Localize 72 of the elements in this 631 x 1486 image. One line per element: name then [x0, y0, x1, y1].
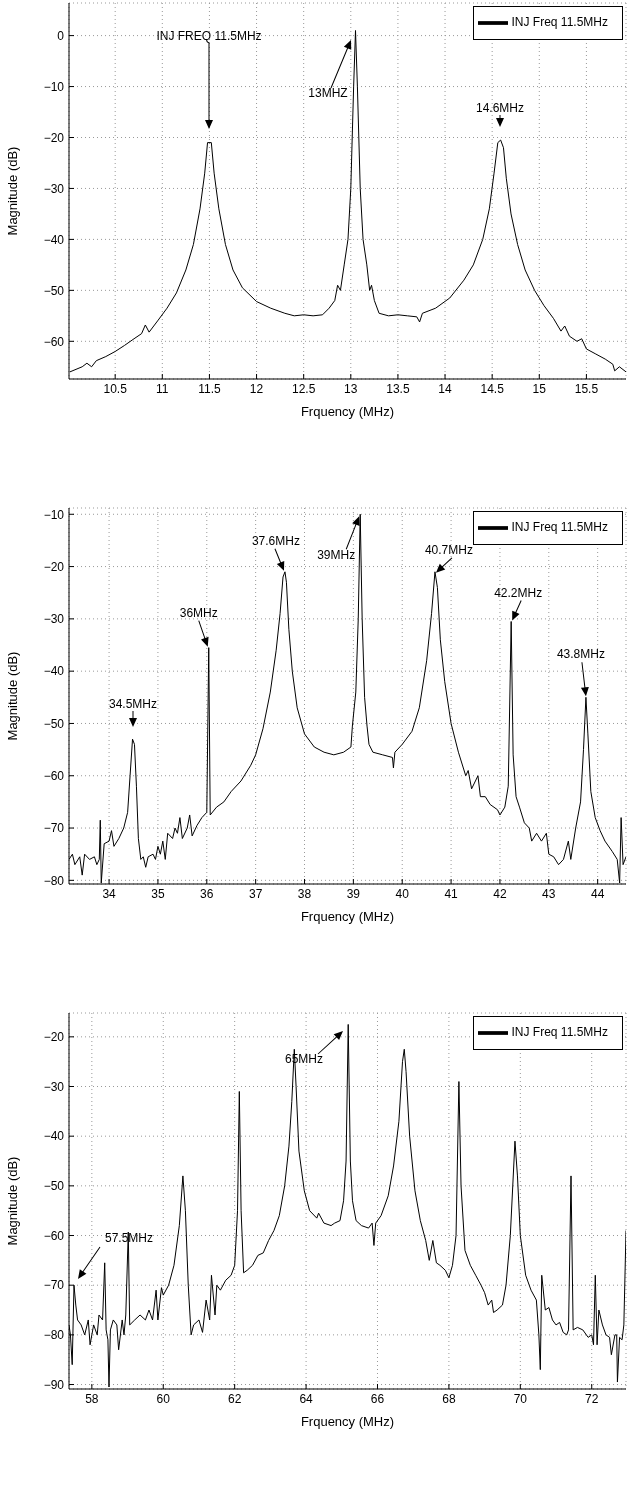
y-axis-title: Magnitude (dB) [4, 651, 20, 741]
legend-label: INJ Freq 11.5MHz [511, 1025, 608, 1040]
x-tick-label: 11.5 [198, 381, 221, 396]
legend-label: INJ Freq 11.5MHz [511, 15, 608, 30]
x-tick-label: 13 [344, 381, 358, 396]
y-tick-label: −80 [43, 873, 65, 888]
legend-label: INJ Freq 11.5MHz [511, 520, 608, 535]
x-axis-title: Frquency (MHz) [300, 404, 395, 420]
annotation: 43.8MHz [556, 647, 605, 662]
y-tick-label: −60 [43, 334, 65, 349]
y-tick-label: −10 [43, 507, 65, 522]
y-tick-label: −20 [43, 559, 65, 574]
x-tick-label: 11 [156, 381, 169, 396]
x-tick-label: 38 [297, 886, 312, 901]
x-tick-label: 40 [395, 886, 410, 901]
x-tick-label: 44 [590, 886, 605, 901]
x-tick-label: 13.5 [386, 381, 410, 396]
x-tick-label: 12.5 [292, 381, 316, 396]
x-tick-label: 62 [227, 1391, 242, 1406]
annotation: INJ FREQ 11.5MHz [156, 29, 262, 44]
y-tick-label: −50 [43, 1179, 65, 1194]
x-axis-title: Frquency (MHz) [300, 909, 395, 925]
y-tick-label: 0 [57, 28, 65, 43]
x-tick-label: 72 [585, 1391, 599, 1406]
x-tick-label: 70 [513, 1391, 528, 1406]
y-tick-label: −50 [43, 716, 65, 731]
x-axis-title: Frquency (MHz) [300, 1414, 395, 1430]
x-tick-label: 15 [532, 381, 547, 396]
annotation: 39MHz [317, 548, 356, 563]
x-tick-label: 41 [444, 886, 459, 901]
annotation: 34.5MHz [108, 697, 158, 712]
x-tick-label: 66 [370, 1391, 385, 1406]
annotation: 13MHZ [308, 86, 348, 101]
y-axis-title: Magnitude (dB) [4, 146, 20, 236]
y-tick-label: −40 [43, 1129, 65, 1144]
y-tick-label: −20 [43, 130, 65, 145]
x-tick-label: 39 [346, 886, 361, 901]
y-axis-title: Magnitude (dB) [4, 1156, 20, 1246]
x-tick-label: 42 [493, 886, 507, 901]
y-tick-label: −40 [43, 664, 65, 679]
y-tick-label: −80 [43, 1328, 65, 1343]
x-tick-label: 12 [249, 381, 264, 396]
x-tick-label: 34 [102, 886, 117, 901]
x-tick-label: 14 [438, 381, 453, 396]
x-tick-label: 15.5 [574, 381, 599, 396]
y-tick-label: −30 [43, 612, 65, 627]
y-tick-label: −10 [43, 79, 65, 94]
y-tick-label: −60 [43, 769, 65, 784]
x-tick-label: 64 [299, 1391, 314, 1406]
y-tick-label: −30 [43, 1079, 65, 1094]
y-tick-label: −40 [43, 232, 65, 247]
y-tick-label: −90 [43, 1377, 65, 1392]
x-tick-label: 14.5 [480, 381, 505, 396]
x-tick-label: 60 [156, 1391, 171, 1406]
x-tick-label: 10.5 [103, 381, 128, 396]
x-tick-label: 58 [85, 1391, 99, 1406]
x-tick-label: 68 [442, 1391, 456, 1406]
annotation: 36MHz [179, 605, 218, 620]
y-tick-label: −30 [43, 181, 65, 196]
y-tick-label: −50 [43, 283, 65, 298]
y-tick-label: −20 [43, 1030, 65, 1045]
annotation: 14.6MHz [475, 101, 525, 116]
annotation: 37.6MHz [251, 533, 300, 548]
x-tick-label: 35 [151, 886, 165, 901]
annotation: 40.7MHz [424, 542, 473, 557]
x-tick-label: 36 [200, 886, 214, 901]
y-tick-label: −60 [43, 1228, 65, 1243]
x-tick-label: 37 [248, 886, 263, 901]
y-tick-label: −70 [43, 1278, 65, 1293]
y-tick-label: −70 [43, 821, 65, 836]
annotation: 42.2MHz [494, 585, 543, 600]
x-tick-label: 43 [542, 886, 556, 901]
